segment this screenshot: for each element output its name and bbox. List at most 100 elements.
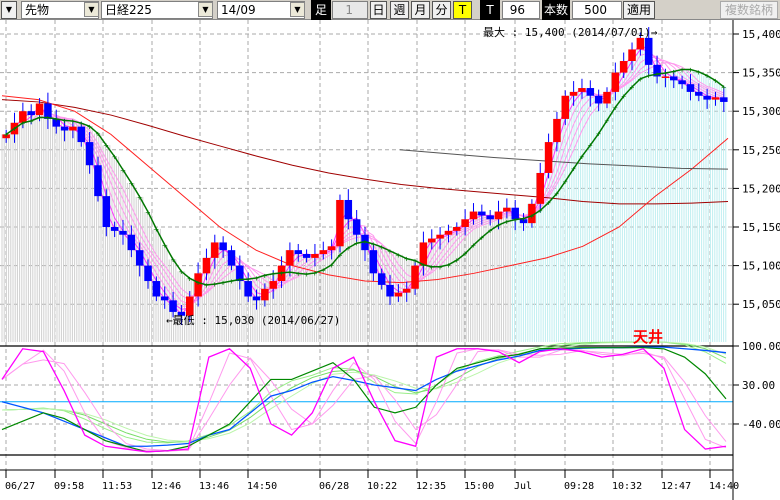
candle bbox=[294, 250, 302, 255]
candle bbox=[444, 230, 453, 235]
x-tick-label: 10:32 bbox=[612, 481, 642, 492]
candle bbox=[202, 257, 211, 274]
candle bbox=[244, 281, 252, 297]
month-button[interactable]: 月 bbox=[411, 1, 430, 19]
y-tick-label: 15,050 bbox=[742, 298, 780, 311]
candle bbox=[436, 234, 444, 239]
candle bbox=[486, 215, 494, 220]
candle bbox=[578, 88, 586, 92]
candle bbox=[327, 246, 336, 251]
candle bbox=[720, 97, 728, 102]
x-tick-label: 12:35 bbox=[416, 481, 446, 492]
ma-gray-line bbox=[399, 149, 729, 170]
candle bbox=[369, 250, 378, 274]
x-tick-label: 14:40 bbox=[709, 481, 739, 492]
candle bbox=[503, 207, 511, 212]
candle bbox=[603, 91, 611, 104]
candle bbox=[52, 118, 60, 127]
minute-button[interactable]: 分 bbox=[432, 1, 451, 19]
y-tick-label: 15,200 bbox=[742, 182, 780, 195]
osc-tick-label: 100.00 bbox=[742, 340, 780, 353]
candle bbox=[711, 97, 720, 100]
min-annotation: ←最低 : 15,030 (2014/06/27) bbox=[166, 314, 340, 327]
candle bbox=[94, 165, 102, 197]
candle bbox=[670, 76, 678, 81]
candle bbox=[236, 265, 244, 282]
candle bbox=[594, 95, 603, 104]
x-tick-label: 12:46 bbox=[151, 481, 181, 492]
osc-green-line bbox=[1, 347, 727, 453]
day-button[interactable]: 日 bbox=[370, 1, 387, 19]
candle bbox=[695, 91, 703, 96]
candle bbox=[269, 281, 277, 289]
candle bbox=[169, 300, 177, 312]
ma-green-marker: + bbox=[721, 83, 726, 92]
candle bbox=[569, 91, 578, 96]
candle bbox=[194, 273, 202, 297]
candle bbox=[494, 211, 503, 220]
t-button[interactable]: T bbox=[453, 1, 472, 19]
candle bbox=[678, 80, 686, 85]
candle bbox=[60, 126, 69, 131]
candle bbox=[35, 103, 44, 116]
osc-magenta-line bbox=[1, 348, 727, 453]
candle bbox=[119, 230, 127, 235]
candle bbox=[102, 196, 111, 227]
month-select[interactable]: 14/09 bbox=[217, 1, 305, 19]
t-value-input[interactable]: 96 bbox=[502, 1, 540, 19]
count-input[interactable]: 500 bbox=[572, 1, 622, 19]
candle bbox=[519, 219, 528, 224]
candle bbox=[511, 207, 519, 220]
ma-red-line bbox=[1, 95, 729, 284]
x-tick-label: 14:50 bbox=[247, 481, 277, 492]
week-button[interactable]: 週 bbox=[390, 1, 409, 19]
chevron-down-icon[interactable]: ▼ bbox=[290, 2, 305, 17]
candle bbox=[186, 296, 194, 316]
chevron-down-icon[interactable]: ▼ bbox=[84, 2, 99, 17]
candle bbox=[402, 288, 411, 293]
bar-label: 足 bbox=[311, 0, 331, 20]
index-select[interactable]: 日経225 bbox=[101, 1, 213, 19]
chevron-down-icon[interactable]: ▼ bbox=[198, 2, 213, 17]
max-annotation: 最大 : 15,400 (2014/07/01)→ bbox=[483, 25, 658, 39]
candle bbox=[286, 250, 294, 266]
candle bbox=[544, 142, 553, 173]
candle bbox=[127, 234, 136, 251]
y-tick-label: 15,350 bbox=[742, 67, 780, 80]
toolbar: ▼ 先物 ▼ 日経225 ▼ 14/09 ▼ 足 1 日 週 月 分 T T 9… bbox=[0, 0, 780, 20]
ma-green-line bbox=[5, 68, 725, 286]
osc-tick-label: -40.00 bbox=[742, 418, 780, 431]
candle bbox=[77, 126, 86, 143]
x-tick-label: 06/28 bbox=[319, 481, 349, 492]
candle bbox=[110, 227, 119, 231]
candle bbox=[211, 242, 219, 258]
x-tick-label: 09:58 bbox=[54, 481, 84, 492]
candle bbox=[252, 296, 261, 301]
candle bbox=[453, 227, 461, 231]
x-tick-label: 10:22 bbox=[367, 481, 397, 492]
apply-button[interactable]: 適用 bbox=[623, 1, 655, 19]
x-tick-label: 06/27 bbox=[5, 481, 35, 492]
x-tick-label: 11:53 bbox=[102, 481, 132, 492]
candle bbox=[628, 49, 636, 62]
candle bbox=[528, 203, 536, 224]
x-tick-label: 09:28 bbox=[564, 481, 594, 492]
x-tick-label: 13:46 bbox=[199, 481, 229, 492]
candle bbox=[85, 142, 94, 166]
candle bbox=[644, 37, 653, 65]
multi-symbol-button[interactable]: 複数銘柄 bbox=[720, 1, 778, 19]
bar-count-input[interactable]: 1 bbox=[332, 1, 368, 19]
type-select[interactable]: 先物 bbox=[21, 1, 99, 19]
top-signal-label: 天井 bbox=[633, 328, 663, 346]
y-tick-label: 15,100 bbox=[742, 260, 780, 273]
y-tick-label: 15,400 bbox=[742, 28, 780, 41]
candle bbox=[636, 37, 645, 50]
menu-dropdown-button[interactable]: ▼ bbox=[1, 1, 17, 19]
candle bbox=[2, 134, 10, 139]
y-tick-label: 15,150 bbox=[742, 221, 780, 234]
candle bbox=[611, 72, 620, 92]
candle bbox=[311, 254, 319, 258]
candle bbox=[661, 76, 670, 78]
candle bbox=[619, 61, 628, 73]
ma-green-marker: + bbox=[4, 130, 9, 139]
